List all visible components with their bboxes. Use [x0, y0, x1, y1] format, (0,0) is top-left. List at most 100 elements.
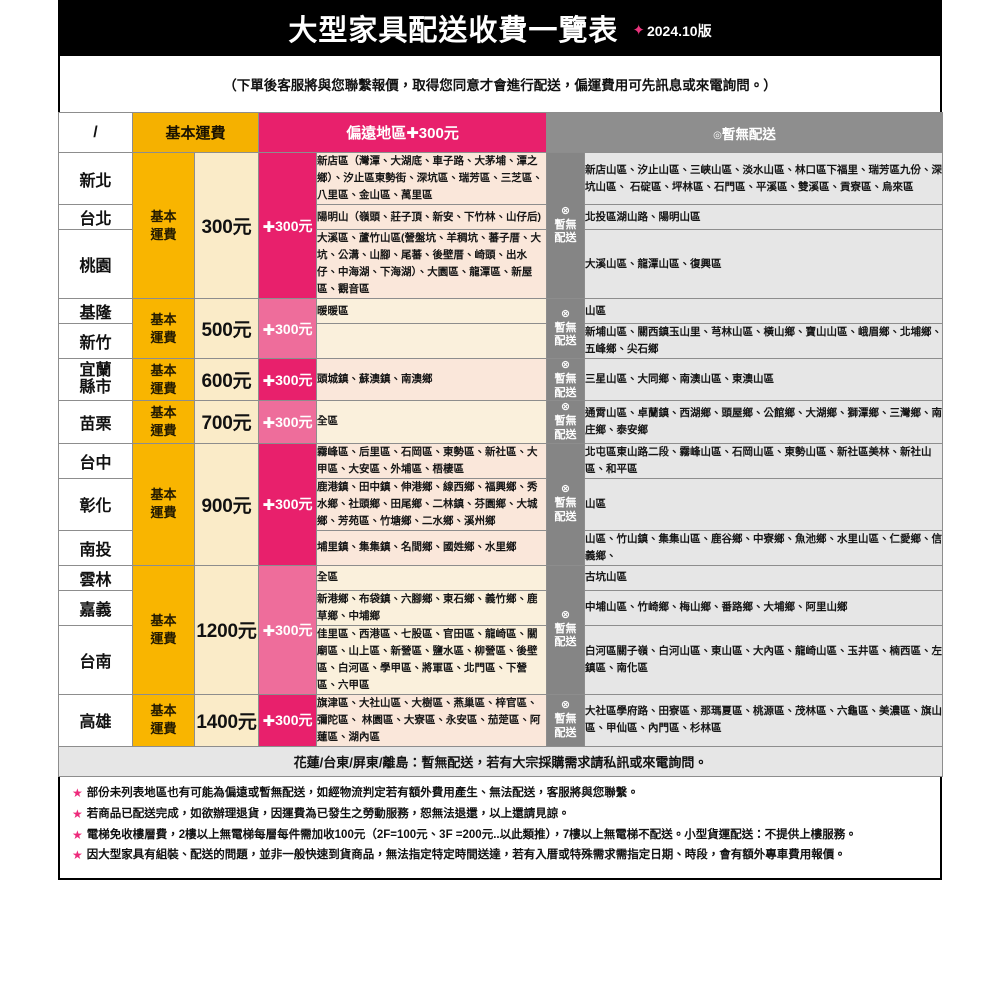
- remote-surcharge-cell: ✚300元: [258, 152, 318, 299]
- city-name-line1: 宜蘭: [79, 361, 112, 379]
- no-delivery-line1: 暫無: [554, 321, 577, 334]
- remote-area-cell: 霧峰區、后里區、石岡區、東勢區、新社區、大甲區、大安區、外埔區、梧棲區: [316, 442, 548, 479]
- remote-surcharge-cell: ✚300元: [258, 357, 318, 402]
- city-name-cell: 彰化: [58, 477, 133, 531]
- table-row: 台中 基本 運費 900元 ✚300元 霧峰區、后里區、石岡區、東勢區、新社區、大甲區、大…: [58, 442, 944, 566]
- remote-area-cell: 旗津區、大社山區、大樹區、燕巢區、梓官區、彌陀區、 林園區、大寮區、永安區、茄萣…: [316, 693, 548, 747]
- remote-surcharge-amount: 300元: [275, 621, 313, 638]
- note-line: ★ 因大型家具有組裝、配送的問題，並非一般快速到貨商品，無法指定特定時間送達，若有…: [72, 847, 930, 865]
- table-row: 台北 陽明山（嶺頭、莊子頂、新安、下竹林、山仔后) 北投區湖山路、陽明山區: [58, 204, 944, 230]
- no-delivery-detail-cell: 山區: [584, 298, 944, 324]
- city-name-cell: 基隆: [58, 298, 133, 324]
- base-price-cell: 300元: [193, 152, 260, 299]
- remote-area-cell: 全區: [316, 564, 548, 591]
- base-fee-label-cell: 基本 運費: [132, 693, 195, 747]
- circle-x-icon: ⊗: [560, 699, 571, 712]
- remote-surcharge-cell: ✚300元: [258, 693, 318, 747]
- header-slash: /: [58, 112, 133, 153]
- remote-area-cell: 新港鄉、布袋鎮、六腳鄉、東石鄉、義竹鄉、鹿草鄉、中埔鄉: [316, 589, 548, 626]
- no-delivery-detail-cell: 白河區關子嶺、白河山區、東山區、大內區、龍崎山區、玉井區、楠西區、左鎮區、南化區: [584, 624, 944, 695]
- city-name-cell: 台中: [58, 442, 133, 479]
- no-delivery-marker-cell: ⊗ 暫無 配送: [546, 152, 586, 299]
- no-delivery-marker-cell: ⊗ 暫無 配送: [546, 564, 586, 695]
- circle-x-icon: ⊗: [560, 608, 571, 621]
- remote-surcharge-cell: ✚300元: [258, 400, 318, 444]
- star-icon: ★: [72, 827, 83, 842]
- fee-table-header: / 基本運費 偏遠地區✚300元 ◎暫無配送: [58, 112, 944, 153]
- plus-icon: ✚: [262, 497, 276, 514]
- base-fee-label-line1: 基本: [150, 311, 177, 327]
- note-text: 部份未列表地區也有可能為偏遠或暫無配送，如經物流判定若有額外費用產生、無法配送，…: [86, 787, 639, 799]
- remote-surcharge-amount: 300元: [275, 371, 313, 388]
- base-fee-label-line1: 基本: [150, 208, 177, 224]
- remote-area-cell: 佳里區、西港區、七股區、官田區、龍崎區、關廟區、山上區、新營區、鹽水區、柳營區、…: [316, 624, 548, 695]
- no-delivery-detail-cell: 山區、竹山鎮、集集山區、鹿谷鄉、中寮鄉、魚池鄉、水里山區、仁愛鄉、信義鄉、: [584, 529, 944, 566]
- page-title: 大型家具配送收費一覽表: [288, 15, 619, 47]
- no-delivery-detail-cell: 三星山區、大同鄉、南澳山區、東澳山區: [584, 357, 944, 402]
- no-delivery-detail-cell: 大溪山區、龍潭山區、復興區: [584, 229, 944, 299]
- note-text: 因大型家具有組裝、配送的問題，並非一般快速到貨商品，無法指定特定時間送達，若有入…: [86, 849, 846, 862]
- no-delivery-detail-cell: 新店山區、汐止山區、三峽山區、淡水山區、林口區下福里、瑞芳區九份、深坑山區、 石…: [584, 152, 944, 205]
- no-delivery-line2: 配送: [554, 335, 577, 348]
- no-delivery-detail-cell: 通霄山區、卓蘭鎮、西湖鄉、頭屋鄉、公館鄉、大湖鄉、獅潭鄉、三灣鄉、南庄鄉、泰安鄉: [584, 400, 944, 444]
- remote-surcharge-amount: 300元: [275, 496, 313, 512]
- city-name-cell: 台南: [58, 624, 133, 695]
- no-delivery-detail-cell: 北投區湖山路、陽明山區: [584, 204, 944, 230]
- star-icon: ★: [72, 806, 83, 821]
- city-name-cell: 南投: [58, 529, 133, 566]
- base-fee-label-cell: 基本 運費: [132, 357, 195, 402]
- remote-surcharge-cell: ✚300元: [258, 442, 318, 566]
- circle-x-icon: ⊗: [560, 401, 571, 414]
- no-delivery-line1: 暫無: [554, 372, 577, 385]
- base-fee-label-line2: 運費: [150, 380, 177, 396]
- remote-surcharge-amount: 300元: [275, 413, 313, 430]
- subtitle-bar: （下單後客服將與您聯繫報價，取得您同意才會進行配送，偏運費用可先訊息或來電詢問。…: [58, 56, 942, 112]
- fee-table: / 基本運費 偏遠地區✚300元 ◎暫無配送 新北 基本 運費 300元 ✚300元 新店…: [57, 112, 944, 777]
- no-delivery-line1: 暫無: [554, 218, 577, 231]
- no-delivery-detail-cell: 中埔山區、竹崎鄉、梅山鄉、番路鄉、大埔鄉、阿里山鄉: [584, 589, 944, 626]
- note-text: 若商品已配送完成，如欲辦理退貨，因運費為已發生之勞動服務，恕無法退還，以上還請見…: [86, 807, 570, 820]
- plus-icon: ✚: [262, 321, 276, 339]
- city-name-cell: 新北: [58, 152, 133, 205]
- remote-area-cell: 陽明山（嶺頭、莊子頂、新安、下竹林、山仔后): [316, 204, 548, 230]
- version-label: 2024.10版: [646, 23, 712, 39]
- base-price-cell: 1400元: [193, 693, 260, 747]
- remote-area-cell: 暖暖區: [316, 298, 548, 324]
- base-fee-label-line2: 運費: [150, 226, 177, 242]
- circle-x-icon: ⊗: [560, 359, 571, 371]
- header-base-fee: 基本運費: [131, 112, 260, 153]
- circle-x-icon: ⊗: [560, 204, 571, 217]
- circle-x-icon: ⊗: [560, 483, 571, 496]
- base-price-cell: 500元: [193, 298, 260, 359]
- remote-surcharge-amount: 300元: [275, 712, 313, 728]
- city-name-cell: 桃園: [58, 229, 133, 299]
- table-row: 台南 佳里區、西港區、七股區、官田區、龍崎區、關廟區、山上區、新營區、鹽水區、柳營…: [58, 624, 944, 695]
- table-row: 宜蘭 縣市 基本 運費 600元 ✚300元 頭城鎮、蘇澳鎮、南澳鄉 ⊗ 暫無 配送 三星山區、大同…: [58, 357, 944, 402]
- plus-icon: ✚: [262, 622, 276, 640]
- base-fee-label-line1: 基本: [150, 363, 177, 379]
- no-delivery-line1: 暫無: [554, 622, 577, 635]
- base-fee-label-cell: 基本 運費: [132, 298, 195, 359]
- note-text: 電梯免收樓層費，2樓以上無電梯每層每件需加收100元（2F=100元、3F =2…: [86, 828, 857, 841]
- circle-x-icon: ⊗: [560, 307, 571, 320]
- base-fee-label-cell: 基本 運費: [132, 564, 195, 695]
- remote-area-cell: 大溪區、蘆竹山區(營盤坑、羊稠坑、蕃子厝、大坑、公溝、山腳、尾蕃、後壁厝、崎頭、…: [316, 229, 548, 299]
- plus-icon: ✚: [262, 713, 276, 730]
- remote-area-cell: 新店區（灣潭、大湖底、車子路、大茅埔、潭之鄉）、汐止區東勢街、深坑區、瑞芳區、三…: [316, 152, 548, 205]
- base-fee-label-line2: 運費: [150, 721, 177, 736]
- base-price-cell: 600元: [193, 357, 260, 402]
- base-fee-label-line1: 基本: [150, 405, 177, 421]
- base-fee-label-line1: 基本: [150, 487, 177, 503]
- no-delivery-marker-cell: ⊗ 暫無 配送: [546, 442, 586, 566]
- city-name-cell: 宜蘭 縣市: [58, 357, 133, 402]
- city-name-cell: 新竹: [58, 323, 133, 359]
- remote-surcharge-cell: ✚300元: [258, 298, 318, 359]
- notes-panel: ★ 部份未列表地區也有可能為偏遠或暫無配送，如經物流判定若有額外費用產生、無法配送…: [58, 777, 942, 881]
- subtitle-text: （下單後客服將與您聯繫報價，取得您同意才會進行配送，偏運費用可先訊息或來電詢問。…: [223, 78, 777, 93]
- base-fee-label-cell: 基本 運費: [132, 442, 195, 566]
- remote-area-cell: 頭城鎮、蘇澳鎮、南澳鄉: [316, 357, 548, 402]
- table-row: 彰化 鹿港鎮、田中鎮、伸港鄉、線西鄉、福興鄉、秀水鄉、社頭鄉、田尾鄉、二林鎮、芬園…: [58, 477, 944, 531]
- base-price-cell: 700元: [193, 400, 260, 444]
- table-row: 新竹 新埔山區、關西鎮玉山里、芎林山區、橫山鄉、寶山山區、峨眉鄉、北埔鄉、五峰鄉、…: [58, 323, 944, 359]
- table-row: 南投 埔里鎮、集集鎮、名間鄉、國姓鄉、水里鄉 山區、竹山鎮、集集山區、鹿谷鄉、中寮鄉…: [58, 529, 944, 566]
